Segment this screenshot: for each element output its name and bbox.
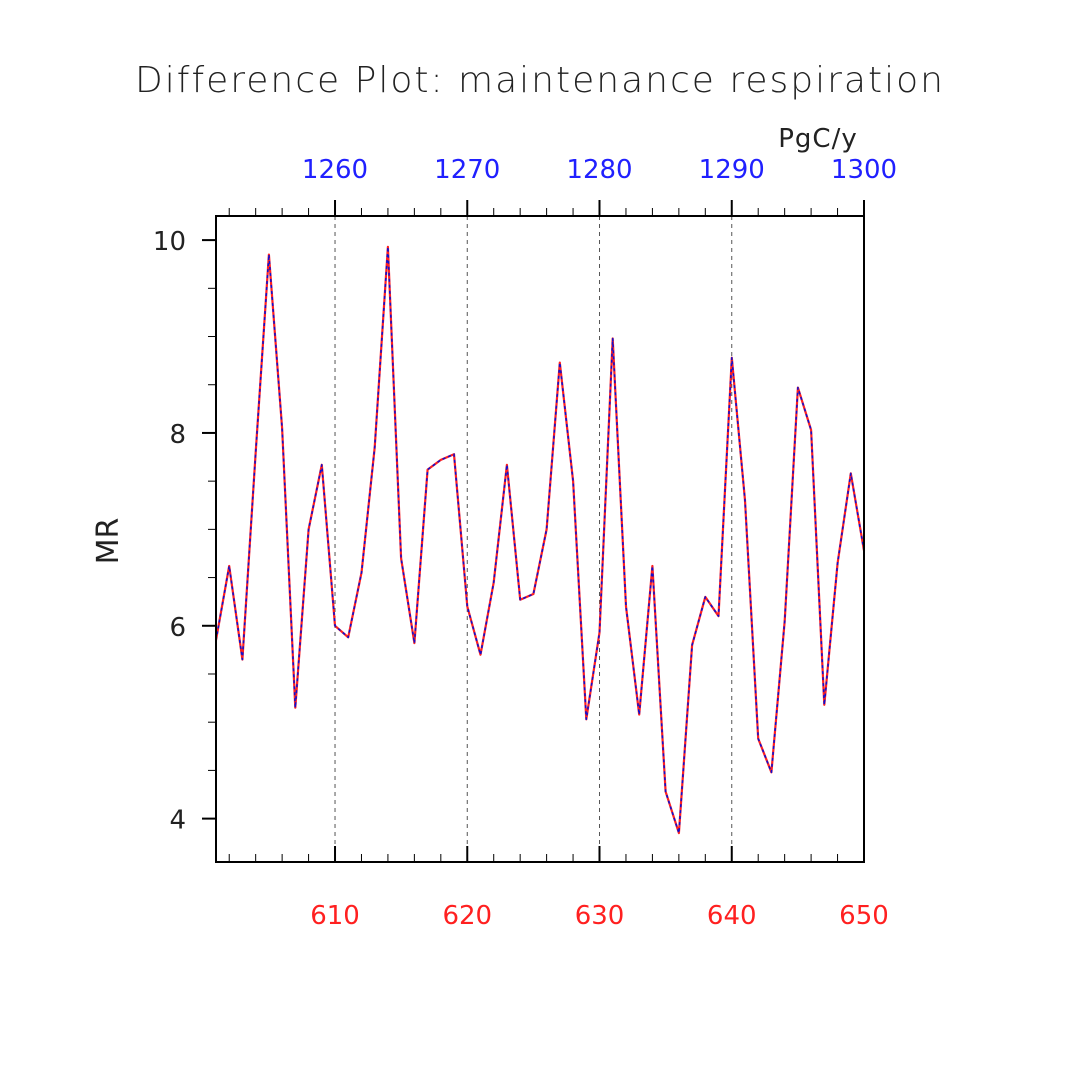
chart-title: Difference Plot: maintenance respiration xyxy=(135,60,945,101)
y-tick-label: 10 xyxy=(153,227,186,257)
y-tick-label: 6 xyxy=(169,613,186,643)
x-tick-label: 630 xyxy=(575,901,625,931)
y-tick-label: 4 xyxy=(169,806,186,836)
x2-tick-label: 1270 xyxy=(434,155,500,185)
x-tick-label: 620 xyxy=(442,901,492,931)
series-line-blue xyxy=(215,246,865,834)
x-tick-label: 610 xyxy=(310,901,360,931)
y-axis-label: MR xyxy=(91,518,126,565)
x2-tick-label: 1290 xyxy=(699,155,765,185)
units-label: PgC/y xyxy=(778,124,857,154)
x-tick-label: 640 xyxy=(707,901,757,931)
plot-frame xyxy=(215,215,865,863)
gridlines xyxy=(334,216,733,862)
axis-ticks xyxy=(202,200,865,862)
x2-tick-label: 1300 xyxy=(831,155,897,185)
y-tick-label: 8 xyxy=(169,420,186,450)
x-tick-label: 650 xyxy=(839,901,889,931)
tick-labels: 4 6 8 10 610 620 630 640 650 1260 1270 1280 1290 1300 xyxy=(153,155,897,931)
series-line-red xyxy=(214,245,866,835)
x2-tick-label: 1260 xyxy=(302,155,368,185)
x2-tick-label: 1280 xyxy=(566,155,632,185)
series-lines xyxy=(214,245,866,835)
